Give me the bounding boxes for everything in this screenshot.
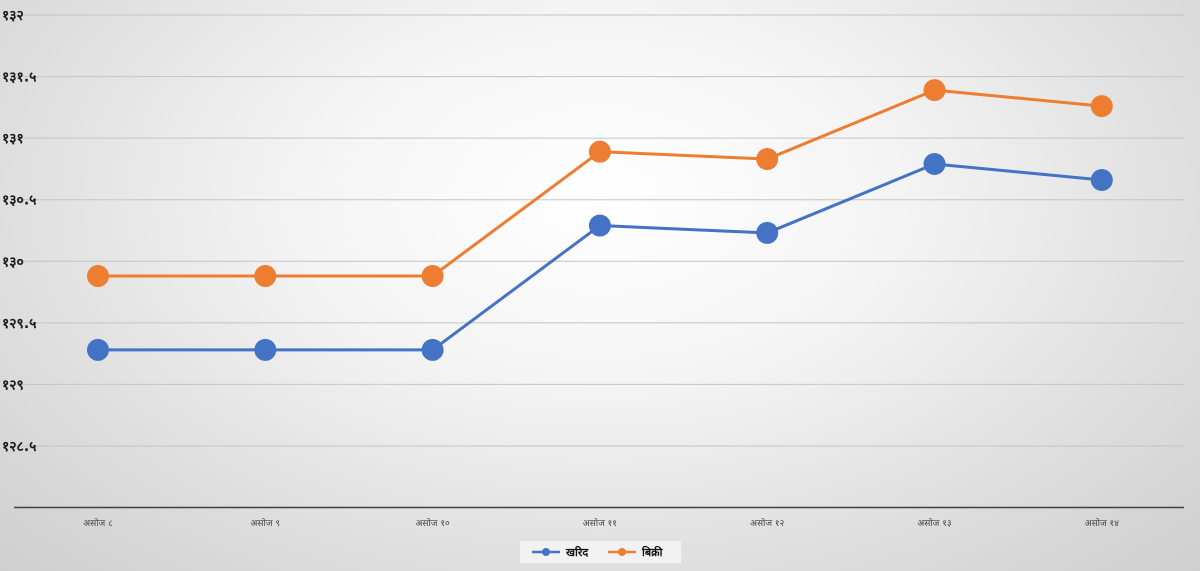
data-point: [1090, 95, 1113, 118]
gridlines: [14, 14, 1184, 447]
series-line-1: [98, 88, 1102, 278]
data-point: [923, 152, 946, 175]
data-point: [87, 265, 109, 288]
x-tick-label: असोज १०: [415, 517, 450, 529]
data-point: [254, 265, 277, 288]
y-tick-label: १३०.५: [2, 193, 36, 209]
legend-marker-buy: [532, 548, 560, 556]
legend-item-sell: बिक्री: [608, 541, 662, 563]
legend-item-buy: खरिद: [532, 541, 588, 563]
y-tick-label: १२९: [2, 377, 24, 393]
x-tick-label: असोज १२: [750, 517, 785, 529]
legend: खरिद बिक्री: [519, 540, 682, 564]
y-tick-label: १३०: [2, 254, 24, 270]
data-point: [421, 338, 444, 361]
data-point: [756, 148, 779, 171]
y-tick-label: १२९.५: [2, 316, 36, 332]
series-group: [87, 79, 1113, 361]
x-tick-label: असोज ८: [83, 517, 113, 529]
data-point: [756, 221, 779, 244]
data-point: [421, 265, 444, 288]
series-line-0: [98, 162, 1102, 352]
legend-label-sell: बिक्री: [642, 545, 663, 559]
data-point: [1090, 168, 1113, 191]
data-point: [87, 338, 109, 361]
y-axis-ticks: १३२ १३१.५ १३१ १३०.५ १३० १२९.५ १२९ १२८.५: [2, 8, 36, 455]
x-tick-label: असोज ९: [251, 517, 281, 529]
data-point: [588, 140, 611, 163]
data-point: [588, 214, 611, 237]
y-tick-label: १३१: [2, 131, 24, 147]
y-tick-label: १३१.५: [2, 70, 36, 86]
x-tick-label: असोज १३: [917, 517, 951, 529]
x-axis-ticks: असोज ८ असोज ९ असोज १० असोज ११ असोज १२ असोज १३…: [83, 517, 1119, 529]
data-point: [923, 79, 946, 102]
y-tick-label: १२८.५: [2, 439, 36, 455]
x-tick-label: असोज ११: [583, 517, 617, 529]
data-point: [254, 338, 277, 361]
y-tick-label: १३२: [2, 8, 24, 24]
x-tick-label: असोज १४: [1085, 517, 1120, 529]
legend-marker-sell: [608, 548, 636, 556]
legend-label-buy: खरिद: [566, 545, 589, 559]
